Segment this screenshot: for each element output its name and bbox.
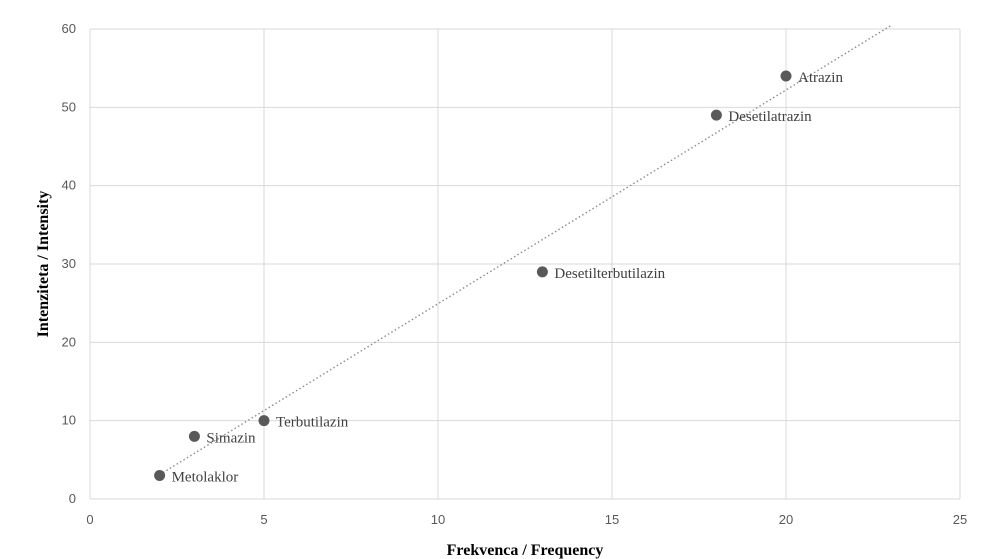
axes: 0 10 20 30 40 50 60 0 5 10 15 20 25 xyxy=(62,21,968,527)
x-tick-label: 25 xyxy=(953,512,967,527)
data-points xyxy=(154,70,792,481)
y-tick-label: 50 xyxy=(62,99,76,114)
point-label: Atrazin xyxy=(798,70,843,86)
y-tick-label: 0 xyxy=(69,491,76,506)
x-tick-label: 5 xyxy=(260,512,267,527)
point-labels: Metolaklor Simazin Terbutilazin Desetilterb… xyxy=(172,70,844,486)
point-label: Desetilterbutilazin xyxy=(554,266,665,282)
y-tick-label: 10 xyxy=(62,413,76,428)
point-label: Terbutilazin xyxy=(276,415,349,431)
y-axis-title: Intenziteta / Intensity xyxy=(35,191,52,338)
y-tick-label: 60 xyxy=(62,21,76,36)
data-point xyxy=(780,70,792,82)
x-axis-title: Frekvenca / Frequency xyxy=(447,542,604,559)
x-tick-label: 15 xyxy=(605,512,619,527)
x-tick-label: 0 xyxy=(86,512,93,527)
y-tick-label: 40 xyxy=(62,178,76,193)
x-tick-label: 20 xyxy=(779,512,793,527)
data-point xyxy=(710,109,722,121)
data-point xyxy=(536,266,548,278)
trendline xyxy=(159,25,891,476)
y-tick-label: 30 xyxy=(62,256,76,271)
y-tick-label: 20 xyxy=(62,334,76,349)
trendline-layer xyxy=(159,25,891,476)
point-label: Metolaklor xyxy=(172,470,239,486)
data-point xyxy=(188,430,200,442)
data-point xyxy=(258,415,270,427)
point-label: Simazin xyxy=(206,430,256,446)
gridlines xyxy=(89,28,961,500)
data-point xyxy=(154,470,166,481)
x-tick-label: 10 xyxy=(431,512,445,527)
point-label: Desetilatrazin xyxy=(728,109,812,125)
